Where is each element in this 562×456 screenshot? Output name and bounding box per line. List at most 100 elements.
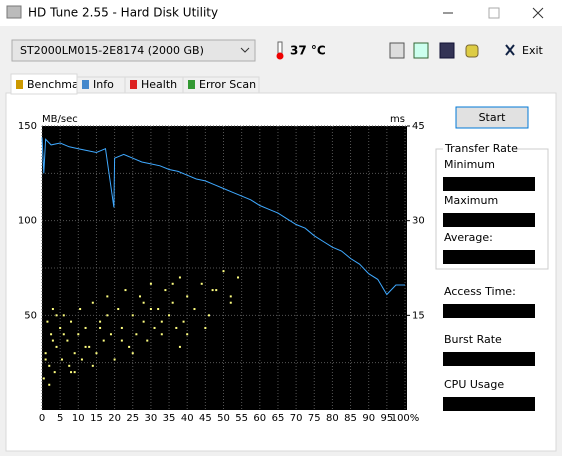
x-tick-label: 5 [57, 413, 63, 424]
x-tick-label: 30 [145, 413, 158, 424]
x-tick-label: 40 [181, 413, 194, 424]
access-time-point [168, 314, 171, 317]
access-time-point [182, 320, 185, 323]
access-time-point [106, 295, 109, 298]
tab-label: Info [93, 78, 114, 91]
access-time-point [171, 282, 174, 285]
tab[interactable] [182, 76, 260, 94]
access-time-point [131, 352, 134, 355]
access-time-point [84, 326, 87, 329]
access-time-point [62, 333, 65, 336]
access-time-point [120, 326, 123, 329]
access-time-point [59, 326, 62, 329]
access-time-point [102, 339, 105, 342]
tab-icon [82, 80, 89, 89]
options-icon[interactable] [465, 44, 479, 58]
window-title: HD Tune 2.55 - Hard Disk Utility [28, 6, 218, 20]
y2-tick-label: 15 [412, 310, 425, 321]
access-time-point [120, 339, 123, 342]
start-button[interactable] [455, 106, 529, 129]
access-time-point [229, 295, 232, 298]
copy-all-icon[interactable] [413, 42, 429, 59]
access-time-point [77, 333, 80, 336]
stat-value: 144.8 MB/sec [448, 214, 531, 227]
access-time-point [91, 364, 94, 367]
stat-label: Minimum [444, 158, 495, 171]
access-time-point [51, 308, 54, 311]
access-time-point [50, 333, 53, 336]
access-time-point [62, 314, 65, 317]
x-tick-label: 75 [308, 413, 321, 424]
stat-value: 149.8 MB/sec [448, 353, 531, 366]
x-tick-label: 100% [391, 413, 420, 424]
access-time-point [149, 308, 152, 311]
stat-value: 1.2% [474, 398, 505, 411]
access-time-point [204, 326, 207, 329]
access-time-point [142, 301, 145, 304]
stat-box [443, 213, 535, 227]
drive-select[interactable] [11, 39, 256, 62]
access-time-point [79, 308, 82, 311]
access-time-point [146, 339, 149, 342]
x-tick-label: 20 [108, 413, 121, 424]
access-time-point [186, 333, 189, 336]
stat-label: Access Time: [444, 285, 516, 298]
access-time-point [207, 314, 210, 317]
stat-box [443, 352, 535, 366]
x-tick-label: 55 [235, 413, 248, 424]
access-time-point [178, 345, 181, 348]
y2-axis-label: ms [390, 114, 405, 125]
access-time-point [91, 301, 94, 304]
stat-label: Burst Rate [444, 333, 502, 346]
access-time-point [106, 314, 109, 317]
close[interactable] [532, 7, 544, 19]
stat-value: 106.9 MB/sec [448, 251, 531, 264]
access-time-point [193, 308, 196, 311]
access-time-point [55, 345, 58, 348]
drive-label: ST2000LM015-2E8174 (2000 GB) [20, 44, 204, 57]
group-title-bg [443, 142, 515, 156]
stat-box [443, 250, 535, 264]
stat-label: Maximum [444, 194, 498, 207]
x-tick-label: 45 [199, 413, 212, 424]
x-tick-label: 65 [272, 413, 285, 424]
access-time-point [160, 333, 163, 336]
access-time-point [113, 358, 116, 361]
x-tick-label: 15 [90, 413, 103, 424]
x-tick-label: 70 [290, 413, 303, 424]
access-time-point [60, 358, 63, 361]
access-time-point [70, 371, 73, 374]
group-title: Transfer Rate [444, 142, 518, 155]
access-time-point [44, 352, 47, 355]
access-time-point [80, 358, 83, 361]
tab-label: Error Scan [199, 78, 256, 91]
access-time-point [175, 326, 178, 329]
access-time-point [84, 345, 87, 348]
tab-icon [16, 80, 23, 89]
access-time-point [117, 308, 120, 311]
maximize[interactable] [488, 7, 500, 19]
exit-icon[interactable] [505, 44, 515, 56]
x-tick-label: 35 [163, 413, 176, 424]
access-time-point [164, 289, 167, 292]
stat-label: Average: [444, 231, 493, 244]
stat-box [443, 397, 535, 411]
x-tick-label: 90 [362, 413, 375, 424]
copy-icon[interactable] [389, 42, 405, 59]
access-time-point [171, 301, 174, 304]
access-time-point [48, 364, 51, 367]
transfer-rate-line [41, 137, 405, 296]
save-icon[interactable] [439, 42, 455, 59]
x-tick-label: 0 [39, 413, 45, 424]
access-time-point [73, 371, 76, 374]
exit-button[interactable]: Exit [522, 44, 544, 57]
title-bar [0, 0, 562, 26]
temperature: 37 °C [290, 44, 326, 58]
access-time-point [53, 371, 56, 374]
access-time-point [128, 345, 131, 348]
stat-label: CPU Usage [444, 378, 504, 391]
access-time-point [99, 326, 102, 329]
access-time-point [160, 320, 163, 323]
access-time-point [222, 270, 225, 273]
